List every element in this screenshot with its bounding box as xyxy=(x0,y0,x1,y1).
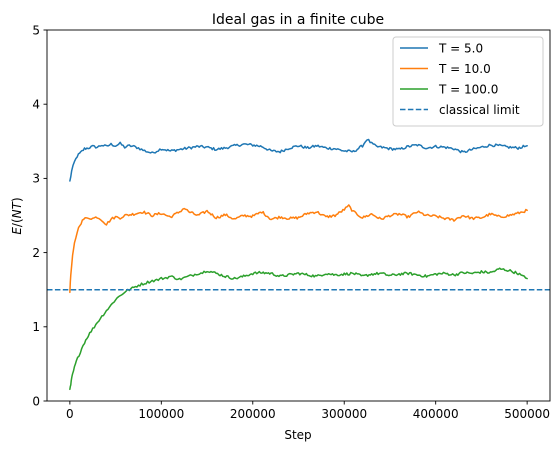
legend-box xyxy=(392,36,544,127)
y-axis-label: E/(NT) xyxy=(10,197,24,234)
series-line-1 xyxy=(69,204,528,294)
y-axis-label-nt: NT xyxy=(10,200,24,218)
y-tick-label: 1 xyxy=(32,320,40,334)
x-axis: 0 100000 200000 300000 400000 500000 xyxy=(66,401,550,421)
x-tick-label: 300000 xyxy=(321,407,367,421)
x-tick-label: 200000 xyxy=(230,407,276,421)
y-tick-label: 2 xyxy=(32,246,40,260)
y-tick-label: 3 xyxy=(32,172,40,186)
legend-label: classical limit xyxy=(439,103,520,117)
legend: T = 5.0 T = 10.0 T = 100.0 classical limit xyxy=(392,36,544,127)
plot-frame xyxy=(46,29,551,402)
y-axis-label-e: E xyxy=(10,227,24,235)
y-axis-label-open: /( xyxy=(10,218,24,227)
series-line-2 xyxy=(69,267,528,391)
series-layer xyxy=(47,138,550,391)
x-tick-label: 0 xyxy=(66,407,74,421)
chart-title: Ideal gas in a finite cube xyxy=(212,12,384,28)
y-axis-label-close: ) xyxy=(10,197,24,202)
legend-label: T = 100.0 xyxy=(438,82,498,96)
y-axis: 0 1 2 3 4 5 xyxy=(32,23,47,408)
x-tick-label: 100000 xyxy=(138,407,184,421)
legend-label: T = 5.0 xyxy=(438,41,483,55)
series-line-0 xyxy=(69,138,528,182)
y-tick-label: 0 xyxy=(32,394,40,408)
y-tick-label: 5 xyxy=(32,23,40,37)
x-tick-label: 400000 xyxy=(413,407,459,421)
legend-label: T = 10.0 xyxy=(438,62,491,76)
x-axis-label: Step xyxy=(284,428,311,442)
y-tick-label: 4 xyxy=(32,98,40,112)
x-tick-label: 500000 xyxy=(504,407,550,421)
